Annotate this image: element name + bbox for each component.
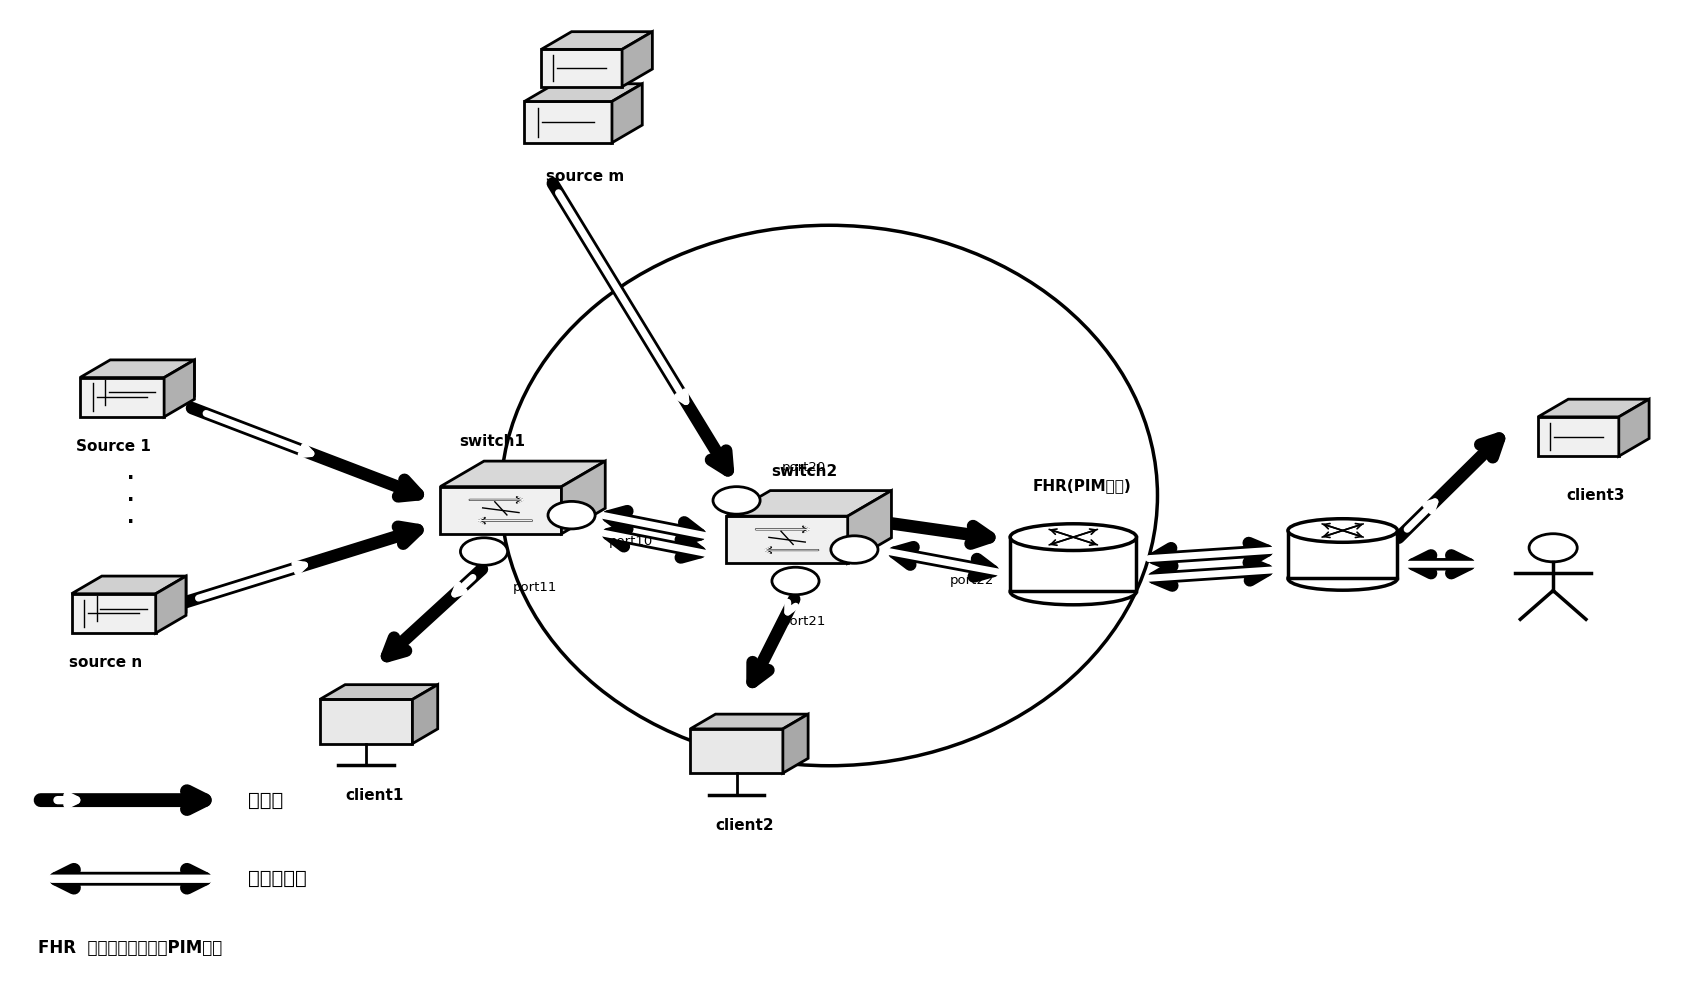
Polygon shape: [80, 378, 164, 417]
Polygon shape: [93, 375, 171, 410]
Polygon shape: [541, 50, 623, 86]
Text: port20: port20: [782, 461, 826, 474]
Polygon shape: [171, 361, 195, 410]
Text: client3: client3: [1567, 489, 1624, 503]
Text: 其它应用流: 其它应用流: [249, 869, 306, 888]
Bar: [1288, 530, 1398, 579]
Polygon shape: [613, 84, 643, 143]
Polygon shape: [726, 516, 848, 563]
Text: FHR(PIM路由): FHR(PIM路由): [1032, 479, 1130, 494]
Polygon shape: [726, 491, 892, 516]
Polygon shape: [562, 461, 606, 534]
Text: switch2: switch2: [772, 464, 838, 479]
Text: port22: port22: [951, 574, 995, 587]
Polygon shape: [93, 361, 195, 375]
Polygon shape: [162, 577, 186, 626]
Circle shape: [772, 567, 819, 595]
Text: port10: port10: [609, 534, 653, 548]
Text: .
.
.: . . .: [127, 464, 134, 527]
Polygon shape: [80, 360, 195, 378]
Text: port11: port11: [513, 581, 557, 594]
Polygon shape: [413, 685, 438, 743]
Ellipse shape: [1288, 567, 1398, 591]
Polygon shape: [690, 715, 809, 729]
Polygon shape: [783, 715, 809, 773]
Text: FHR  首跳路由器，运行PIM协议: FHR 首跳路由器，运行PIM协议: [37, 938, 222, 956]
Polygon shape: [690, 729, 783, 773]
Text: Source 1: Source 1: [76, 439, 151, 454]
Polygon shape: [164, 360, 195, 417]
Polygon shape: [525, 84, 643, 101]
Bar: [1010, 537, 1137, 592]
Polygon shape: [156, 576, 186, 633]
Text: source m: source m: [547, 169, 624, 184]
Text: 组播流: 组播流: [249, 791, 284, 810]
Text: port21: port21: [782, 615, 826, 628]
Text: client2: client2: [716, 818, 775, 832]
Circle shape: [460, 538, 508, 565]
Polygon shape: [320, 685, 438, 700]
Polygon shape: [85, 577, 186, 591]
Circle shape: [1530, 534, 1577, 562]
Text: switch1: switch1: [460, 434, 526, 449]
Ellipse shape: [1288, 518, 1398, 542]
Polygon shape: [848, 491, 892, 563]
Polygon shape: [541, 32, 653, 50]
Polygon shape: [1619, 399, 1650, 456]
Polygon shape: [1538, 399, 1650, 417]
Polygon shape: [623, 32, 653, 86]
Text: client1: client1: [345, 788, 404, 803]
Polygon shape: [85, 591, 162, 626]
Circle shape: [548, 501, 596, 529]
Circle shape: [831, 536, 878, 563]
Text: source n: source n: [69, 655, 142, 671]
Polygon shape: [71, 576, 186, 594]
Polygon shape: [525, 101, 613, 143]
Circle shape: [712, 487, 760, 514]
Polygon shape: [71, 594, 156, 633]
Polygon shape: [440, 461, 606, 487]
Polygon shape: [440, 487, 562, 534]
Polygon shape: [1538, 417, 1619, 456]
Polygon shape: [320, 700, 413, 743]
Ellipse shape: [1010, 578, 1137, 605]
Ellipse shape: [1010, 524, 1137, 551]
